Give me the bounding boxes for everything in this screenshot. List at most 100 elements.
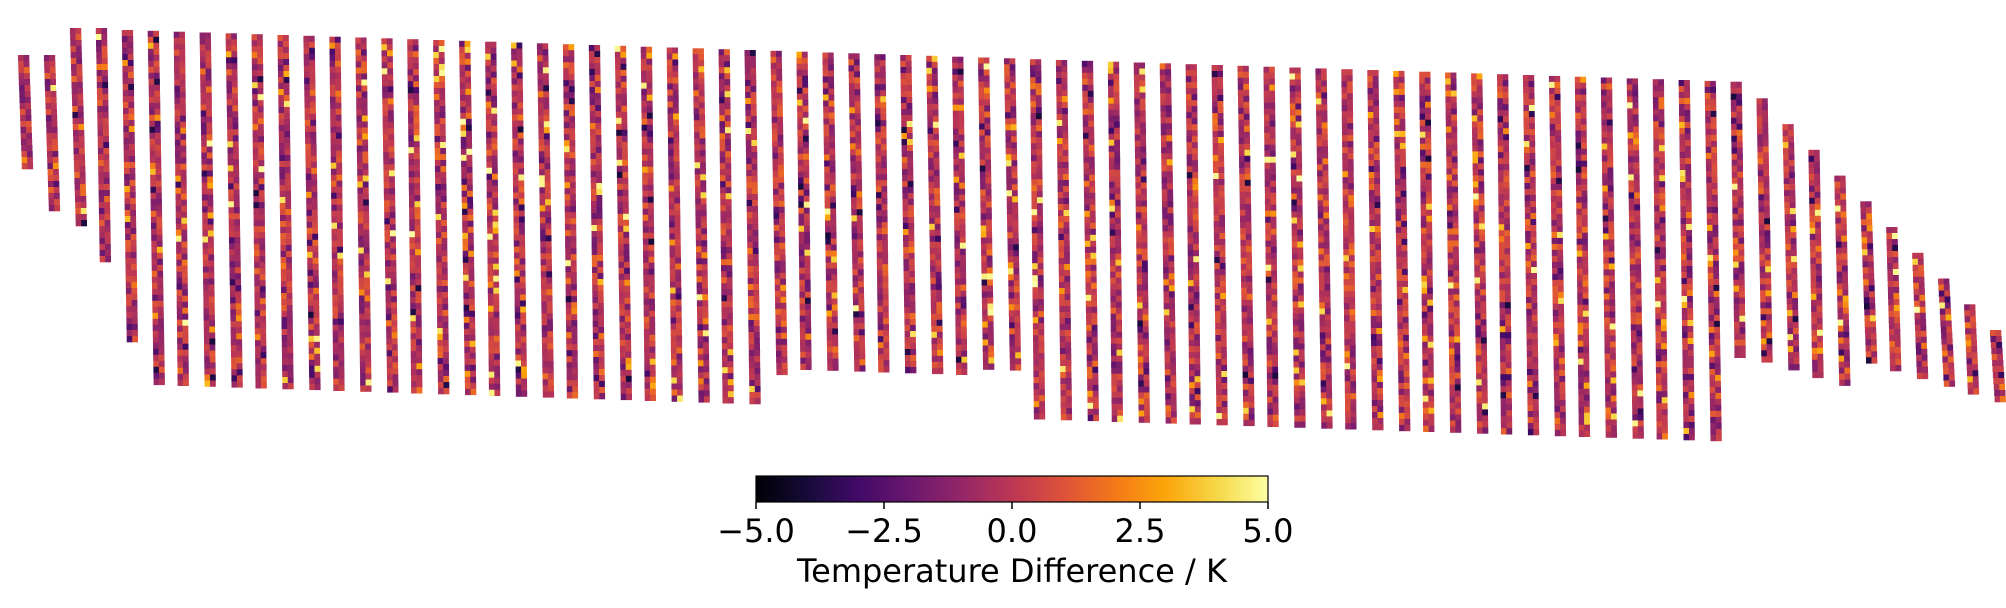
strip-cell	[437, 334, 444, 341]
strip-cell	[356, 115, 363, 122]
strip-cell	[986, 231, 993, 238]
strip-cell	[746, 176, 753, 183]
strip-cell	[287, 323, 293, 330]
strip-cell	[338, 348, 345, 355]
strip-cell	[777, 134, 784, 142]
strip-cell	[1110, 277, 1116, 284]
strip-cell	[381, 74, 388, 81]
strip-cell	[698, 378, 704, 385]
strip-cell	[725, 187, 732, 194]
strip-cell	[229, 249, 235, 256]
strip-cell	[281, 305, 288, 312]
strip-cell	[928, 157, 934, 165]
strip-cell	[80, 184, 86, 191]
strip-cell	[259, 262, 266, 269]
strip-cell	[520, 312, 527, 319]
strip-cell	[882, 294, 889, 301]
strip-cell	[698, 384, 705, 391]
strip-cell	[775, 308, 782, 316]
strip-cell	[776, 356, 782, 364]
strip-cell	[361, 97, 368, 104]
strip-cell	[148, 60, 154, 68]
strip-cell	[357, 169, 363, 176]
strip-cell	[231, 45, 238, 52]
strip-cell	[932, 73, 938, 81]
strip-cell	[751, 146, 758, 153]
strip-cell	[750, 80, 757, 87]
strip-cell	[985, 177, 992, 184]
strip-cell	[832, 334, 839, 341]
strip-cell	[725, 163, 732, 170]
strip-cell	[208, 266, 215, 273]
strip-cell	[232, 141, 239, 148]
strip-cell	[570, 242, 577, 249]
strip-cell	[462, 262, 469, 270]
strip-cell	[856, 179, 862, 186]
strip-cell	[597, 237, 603, 244]
survey-strip	[822, 52, 839, 371]
strip-cell	[900, 55, 906, 62]
strip-cell	[625, 333, 631, 341]
strip-cell	[874, 66, 881, 73]
strip-cell	[514, 318, 521, 325]
strip-cell	[598, 351, 605, 358]
strip-cell	[73, 142, 80, 149]
strip-cell	[440, 190, 447, 197]
strip-cell	[1135, 164, 1141, 171]
strip-cell	[932, 103, 939, 111]
strip-cell	[175, 151, 181, 158]
strip-cell	[726, 235, 732, 242]
strip-cell	[151, 246, 158, 254]
strip-cell	[521, 366, 527, 373]
strip-cell	[832, 358, 839, 365]
strip-cell	[309, 83, 316, 91]
strip-cell	[753, 260, 759, 267]
strip-cell	[1159, 75, 1166, 82]
strip-cell	[539, 187, 546, 194]
strip-cell	[727, 385, 734, 392]
strip-cell	[542, 391, 549, 398]
strip-cell	[1089, 192, 1096, 200]
strip-cell	[96, 76, 103, 83]
strip-cell	[1139, 92, 1146, 99]
strip-cell	[727, 373, 734, 380]
strip-cell	[488, 335, 495, 342]
strip-cell	[798, 231, 805, 238]
strip-cell	[909, 289, 916, 296]
strip-cell	[332, 318, 339, 325]
strip-cell	[798, 183, 804, 190]
strip-cell	[409, 225, 416, 232]
strip-cell	[127, 48, 134, 55]
strip-cell	[1038, 323, 1045, 330]
strip-cell	[1083, 180, 1090, 188]
strip-cell	[309, 65, 316, 73]
strip-cell	[1015, 358, 1022, 365]
strip-cell	[564, 182, 571, 189]
strip-cell	[468, 292, 475, 300]
strip-cell	[485, 77, 492, 84]
strip-cell	[383, 170, 390, 177]
strip-cell	[1063, 210, 1070, 217]
strip-cell	[1010, 106, 1017, 113]
strip-cell	[79, 178, 86, 185]
strip-cell	[1162, 243, 1169, 250]
strip-cell	[286, 311, 293, 318]
strip-cell	[1033, 341, 1039, 348]
strip-cell	[674, 215, 681, 222]
strip-cell	[725, 175, 732, 182]
strip-cell	[388, 116, 394, 123]
strip-cell	[205, 80, 212, 87]
strip-cell	[73, 154, 80, 161]
strip-cell	[123, 156, 130, 163]
strip-cell	[202, 236, 209, 243]
strip-cell	[96, 70, 103, 77]
strip-cell	[461, 196, 468, 204]
strip-cell	[411, 381, 417, 388]
strip-cell	[571, 338, 578, 345]
strip-cell	[699, 144, 706, 151]
strip-cell	[621, 123, 628, 131]
strip-cell	[1032, 311, 1039, 318]
strip-cell	[849, 119, 856, 126]
strip-cell	[592, 273, 598, 280]
strip-cell	[954, 278, 961, 285]
